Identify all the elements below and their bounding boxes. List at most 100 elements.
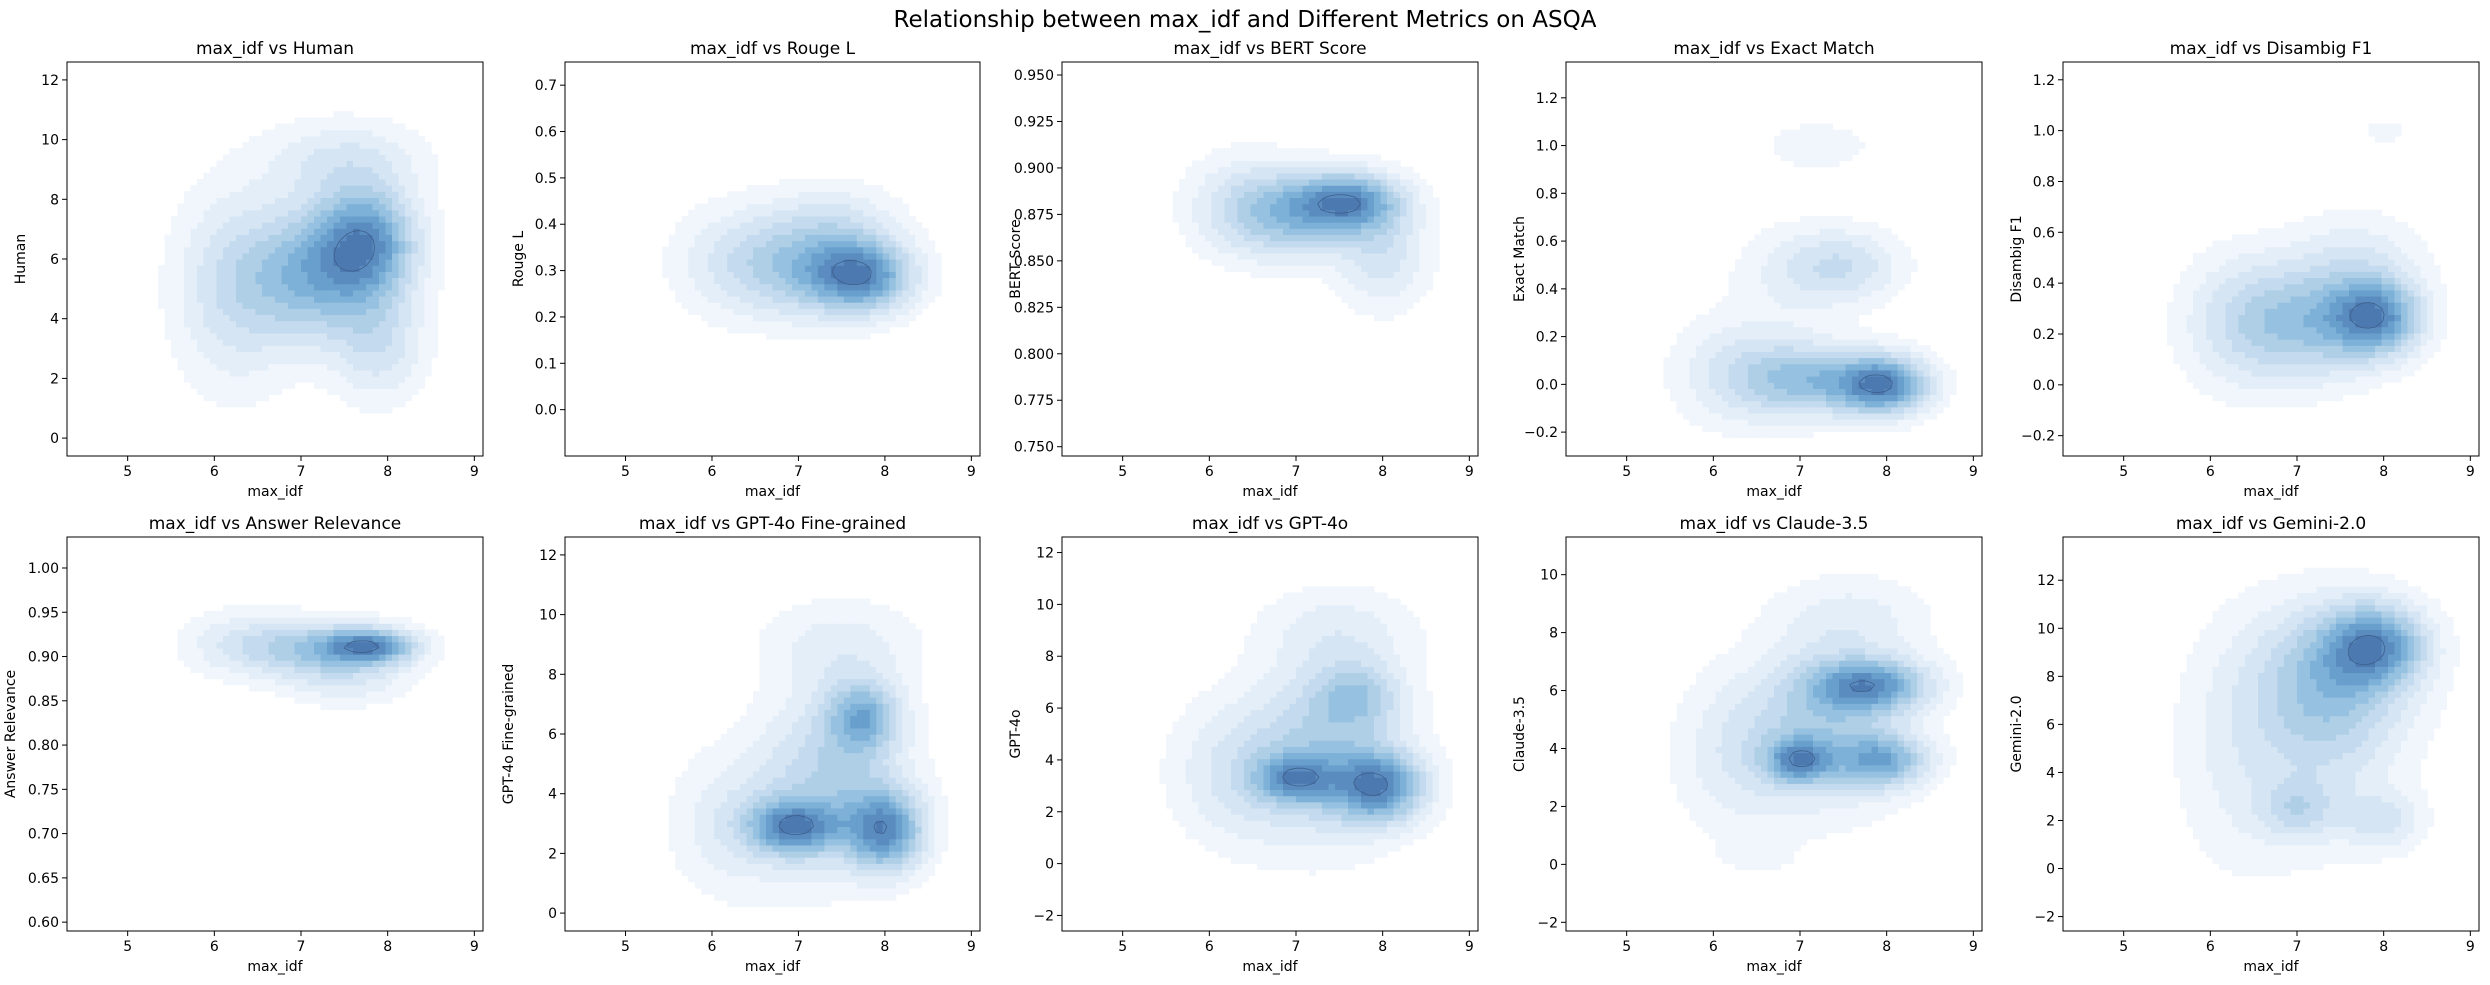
density-fill [668, 598, 949, 907]
y-tick-label: 0.4 [2033, 276, 2055, 292]
y-tick-label: 10 [539, 608, 557, 624]
y-tick-label: 0.95 [28, 605, 59, 621]
y-tick-label: 0.80 [28, 738, 59, 754]
x-tick-label: 8 [880, 464, 889, 480]
y-tick-label: −2 [1033, 908, 1054, 924]
y-tick-label: 4 [548, 787, 557, 803]
y-tick-label: 6 [1549, 684, 1558, 700]
x-tick-label: 6 [1205, 464, 1214, 480]
y-tick-label: 0.65 [28, 871, 59, 887]
y-tick-label: 0.875 [1014, 207, 1054, 223]
y-tick-label: −0.2 [2021, 429, 2055, 445]
y-tick-label: 10 [1036, 597, 1054, 613]
x-tick-label: 7 [1292, 464, 1301, 480]
y-tick-label: 0 [548, 906, 557, 922]
density-fill [158, 111, 445, 414]
x-axis-label: max_idf [2243, 484, 2299, 500]
x-tick-label: 6 [2206, 464, 2215, 480]
x-tick-label: 6 [210, 464, 219, 480]
y-tick-label: 8 [1549, 626, 1558, 642]
panel-7: 5 6 7 8 9 −2 0 2 4 6 8 10 12 max_idf vs GPT-4o max_idf… [1008, 514, 1479, 975]
panels: 5 6 7 8 9 0 2 4 6 8 10 12 max_idf vs Human max_idf Hum… [3, 39, 2480, 975]
y-axis-label: Exact Match [1512, 216, 1528, 302]
y-tick-label: 10 [41, 133, 59, 149]
x-tick-label: 5 [2119, 939, 2128, 955]
y-axis-label: Answer Relevance [3, 670, 19, 798]
contour-line [333, 230, 375, 272]
y-tick-label: 0.1 [535, 356, 557, 372]
y-tick-label: 0.4 [1536, 282, 1558, 298]
figure-title: Relationship between max_idf and Differe… [894, 7, 1597, 33]
y-tick-label: 0.2 [1536, 330, 1558, 346]
y-tick-label: 0.90 [28, 650, 59, 666]
panel-title: max_idf vs Exact Match [1673, 39, 1874, 59]
density-fill [1663, 123, 1957, 439]
x-tick-label: 7 [1292, 939, 1301, 955]
x-tick-label: 6 [708, 939, 717, 955]
y-tick-label: 0.775 [1014, 393, 1054, 409]
y-tick-label: 0.8 [1536, 186, 1558, 202]
y-tick-label: 10 [1540, 568, 1558, 584]
axes-frame [2062, 536, 2480, 932]
x-tick-label: 9 [967, 464, 976, 480]
y-tick-label: 6 [548, 727, 557, 743]
y-tick-label: 12 [2037, 573, 2055, 589]
x-tick-label: 9 [1465, 464, 1474, 480]
y-tick-label: 1.0 [2033, 124, 2055, 140]
density-fill [1159, 586, 1453, 877]
y-axis-label: Claude-3.5 [1512, 696, 1528, 772]
x-tick-label: 6 [708, 464, 717, 480]
contour-line [2349, 302, 2385, 329]
x-tick-label: 7 [297, 464, 306, 480]
y-axis-label: Disambig F1 [2009, 215, 2025, 302]
x-tick-label: 5 [1622, 939, 1631, 955]
y-tick-label: 8 [548, 667, 557, 683]
y-tick-label: 0.75 [28, 782, 59, 798]
x-tick-label: 5 [621, 464, 630, 480]
y-tick-label: 0.0 [535, 403, 557, 419]
axes-frame [1061, 536, 1479, 932]
density-fill [1670, 573, 1964, 871]
y-tick-label: 8 [50, 192, 59, 208]
x-tick-label: 7 [794, 464, 803, 480]
y-tick-label: 0.6 [535, 125, 557, 141]
y-tick-label: 0.0 [2033, 378, 2055, 394]
x-tick-label: 7 [794, 939, 803, 955]
y-tick-label: 0.70 [28, 827, 59, 843]
x-axis-label: max_idf [1746, 484, 1802, 500]
x-tick-label: 5 [621, 939, 630, 955]
contour-line [778, 815, 888, 835]
y-tick-label: −2 [2034, 910, 2055, 926]
x-axis-label: max_idf [247, 959, 303, 975]
x-tick-label: 8 [1378, 939, 1387, 955]
x-tick-label: 5 [2119, 464, 2128, 480]
y-tick-label: 0.850 [1014, 254, 1054, 270]
axes-frame [2062, 61, 2480, 457]
panel-2: 5 6 7 8 9 0.750 0.775 0.800 0.825 0.850 0.875 0.900… [1008, 39, 1479, 500]
panel-title: max_idf vs Rouge L [690, 39, 856, 59]
density-fill [662, 178, 942, 340]
x-tick-label: 8 [2379, 464, 2388, 480]
y-tick-label: 1.2 [1536, 91, 1558, 107]
y-tick-label: 6 [2046, 717, 2055, 733]
y-tick-label: 0.950 [1014, 68, 1054, 84]
panel-1: 5 6 7 8 9 0.0 0.1 0.2 0.3 0.4 0.5 0.6 0.7 max_idf vs … [511, 39, 981, 500]
x-axis-label: max_idf [247, 484, 303, 500]
panel-title: max_idf vs Gemini-2.0 [2176, 514, 2366, 534]
panel-8: 5 6 7 8 9 −2 0 2 4 6 8 10 max_idf vs Claude-3.5 max_i… [1512, 514, 1983, 975]
y-tick-label: −2 [1537, 915, 1558, 931]
panel-title: max_idf vs Claude-3.5 [1680, 514, 1869, 534]
contour-line [1282, 767, 1389, 796]
panel-title: max_idf vs Human [196, 39, 354, 59]
x-tick-label: 6 [1205, 939, 1214, 955]
y-tick-label: 0.2 [535, 310, 557, 326]
y-tick-label: 1.0 [1536, 139, 1558, 155]
y-tick-label: 2 [1045, 805, 1054, 821]
y-tick-label: 0.800 [1014, 347, 1054, 363]
x-tick-label: 7 [297, 939, 306, 955]
x-axis-label: max_idf [1746, 959, 1802, 975]
y-tick-label: 1.2 [2033, 73, 2055, 89]
x-tick-label: 9 [2466, 464, 2475, 480]
y-tick-label: 0.60 [28, 915, 59, 931]
